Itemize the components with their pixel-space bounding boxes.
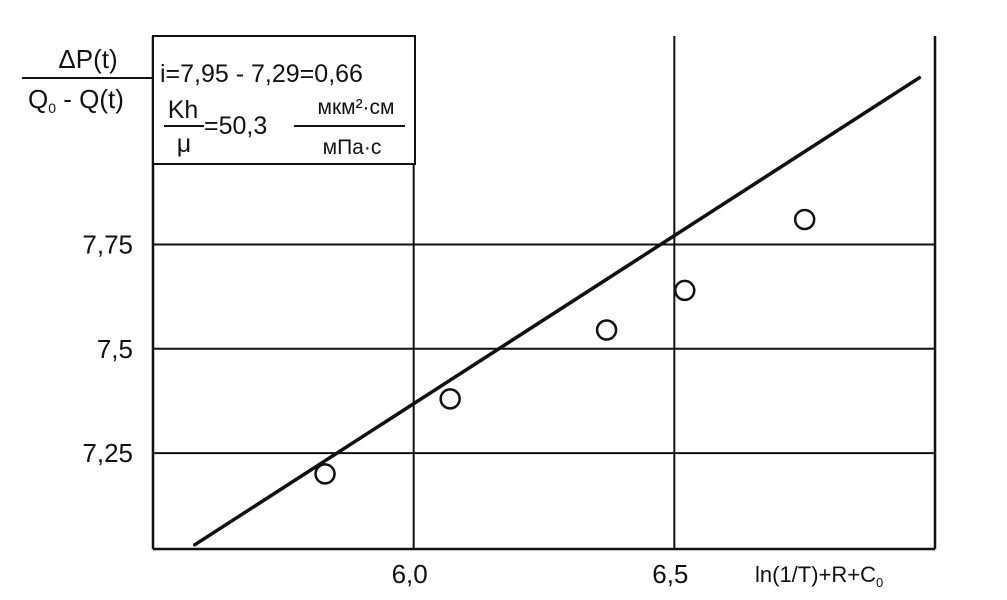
fit-line (192, 75, 922, 547)
tick-labels: 6,0 6,5 7,25 7,5 7,75 (82, 230, 688, 589)
y-axis-label: ΔP(t) Q0 - Q(t) (22, 44, 152, 116)
y-label-denominator: Q0 - Q(t) (28, 84, 124, 116)
annotation-box: i=7,95 - 7,29=0,66 Kh μ =50,3 мкм²·см мП… (152, 35, 416, 165)
data-points (314, 208, 816, 485)
fit-line-group (192, 75, 922, 547)
y-tick-label-1: 7,5 (97, 334, 133, 364)
grid (153, 36, 935, 549)
unit-denominator: мПа·с (323, 136, 382, 159)
data-point-4 (793, 208, 816, 231)
y-tick-label-0: 7,25 (82, 438, 133, 468)
data-point-0 (314, 463, 336, 485)
annotation-border (152, 35, 416, 165)
y-label-numerator: ΔP(t) (58, 44, 117, 74)
x-tick-label-0: 6,0 (392, 559, 428, 589)
x-tick-label-1: 6,5 (652, 559, 688, 589)
slope-annotation: i=7,95 - 7,29=0,66 (160, 60, 363, 88)
ratio-value: =50,3 (204, 112, 267, 140)
y-tick-label-2: 7,75 (82, 230, 133, 260)
unit-numerator: мкм²·см (318, 96, 395, 119)
ratio-denominator: μ (177, 130, 191, 158)
data-point-2 (595, 319, 618, 341)
data-point-1 (439, 388, 461, 410)
x-axis-label: ln(1/T)+R+C0 (755, 562, 883, 590)
ratio-numerator: Kh (168, 96, 199, 124)
data-point-3 (674, 279, 696, 302)
